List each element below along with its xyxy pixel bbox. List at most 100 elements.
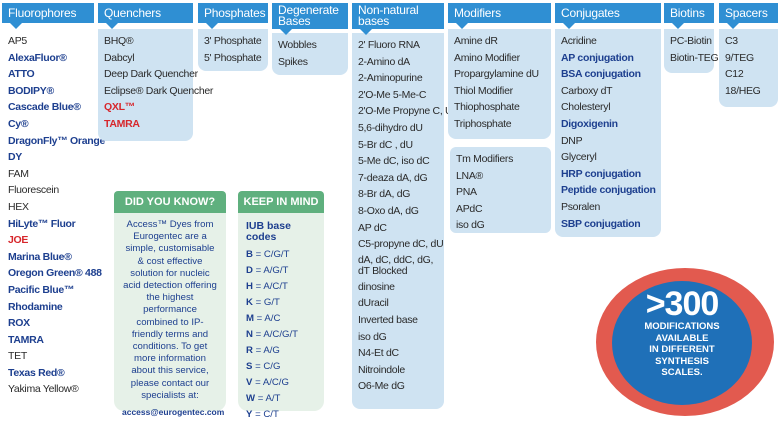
list-item: 18/HEG: [725, 84, 761, 97]
list-item: C5-propyne dC, dU: [358, 238, 444, 251]
list-item: Fluorescein: [8, 184, 59, 197]
list-item: Dabcyl: [104, 51, 135, 64]
list-item: 5,6-dihydro dU: [358, 121, 423, 134]
list-item: BHQ®: [104, 35, 134, 47]
list-phosphates: 3' Phosphate 5' Phosphate: [198, 29, 268, 71]
iub-code-letter: M: [246, 313, 254, 324]
header-conjugates: Conjugates: [555, 3, 661, 29]
list-item: Wobbles: [278, 39, 317, 51]
keep-in-mind-title: KEEP IN MIND: [238, 191, 324, 219]
badge-text: MODIFICATIONS AVAILABLE IN DIFFERENT SYNTHE…: [612, 321, 752, 379]
list-item: Deep Dark Quencher: [104, 68, 198, 81]
iub-code-letter: S: [246, 361, 253, 372]
badge-number: >300: [645, 285, 720, 323]
header-fluorophores: Fluorophores: [2, 3, 94, 29]
iub-code-value: = A/G/T: [255, 265, 289, 276]
list-spacers: C3 9/TEG C12 18/HEG: [719, 29, 778, 107]
contact-email-link[interactable]: access@eurogentec.com: [122, 407, 225, 418]
iub-codes-list: B = C/G/T D = A/G/T H = A/C/T K = G/T M = A/…: [238, 247, 324, 423]
list-item: Pacific Blue™: [8, 283, 75, 296]
badge-line: SYNTHESIS: [655, 355, 709, 367]
iub-code-letter: H: [246, 281, 253, 292]
iub-code-row: B = C/G/T: [238, 247, 324, 263]
list-item: Amino Modifier: [454, 51, 520, 64]
iub-code-row: V = A/C/G: [238, 375, 324, 391]
header-quenchers: Quenchers: [98, 3, 193, 29]
list-item: BSA conjugation: [561, 68, 641, 81]
list-item: TAMRA: [104, 117, 140, 130]
iub-code-row: H = A/C/T: [238, 279, 324, 295]
list-nonnatural: 2' Fluoro RNA 2-Amino dA 2-Aminopurine 2'O-…: [352, 33, 453, 409]
iub-code-row: K = G/T: [238, 295, 324, 311]
iub-code-letter: V: [246, 377, 253, 388]
list-item: iso dG: [456, 219, 485, 232]
list-item: HRP conjugation: [561, 167, 641, 180]
list-conjugates: Acridine AP conjugation BSA conjugation Car…: [555, 29, 661, 237]
column-fluorophores: Fluorophores AP5 AlexaFluor® ATTO BODIPY® Ca…: [2, 3, 105, 435]
list-item: Marina Blue®: [8, 250, 72, 263]
list-item: PC-Biotin: [670, 35, 712, 47]
list-item: dinosine: [358, 280, 395, 293]
iub-code-value: = A/C: [256, 313, 281, 324]
list-item: DNP: [561, 134, 583, 147]
list-item: ROX: [8, 317, 30, 330]
iub-code-row: S = C/G: [238, 359, 324, 375]
iub-code-letter: D: [246, 265, 253, 276]
column-conjugates: Conjugates Acridine AP conjugation BSA con…: [555, 3, 661, 237]
list-quenchers: BHQ® Dabcyl Deep Dark Quencher Eclipse® Dar…: [98, 29, 213, 141]
list-item: C3: [725, 35, 738, 47]
header-phosphates: Phosphates: [198, 3, 268, 29]
list-item: HEX: [8, 200, 29, 213]
list-item: Glyceryl: [561, 151, 597, 164]
iub-code-letter: K: [246, 297, 253, 308]
list-item: 8-Br dA, dG: [358, 188, 411, 201]
iub-code-row: D = A/G/T: [238, 263, 324, 279]
list-item: 2-Aminopurine: [358, 72, 423, 85]
list-item: HiLyte™ Fluor: [8, 217, 76, 230]
list-item: Triphosphate: [454, 117, 512, 130]
list-item: Biotin-TEG: [670, 51, 719, 64]
list-item: Rhodamine: [8, 300, 63, 313]
iub-code-row: W = A/T: [238, 391, 324, 407]
list-item: 7-deaza dA, dG: [358, 171, 428, 184]
iub-codes-title: IUB base codes: [246, 220, 291, 243]
list-item: O6-Me dG: [358, 380, 405, 393]
list-item: 2-Amino dA: [358, 55, 410, 68]
list-item: Peptide conjugation: [561, 184, 656, 197]
did-you-know-panel: Access™ Dyes from Eurogentec are a simpl…: [114, 213, 226, 417]
list-item: SBP conjugation: [561, 217, 641, 230]
column-phosphates: Phosphates 3' Phosphate 5' Phosphate: [198, 3, 268, 71]
list-item: AlexaFluor®: [8, 51, 67, 64]
iub-code-letter: R: [246, 345, 253, 356]
list-item: 9/TEG: [725, 51, 754, 64]
header-spacers: Spacers: [719, 3, 778, 29]
list-item: Texas Red®: [8, 366, 65, 379]
iub-code-letter: B: [246, 249, 253, 260]
list-item: Acridine: [561, 35, 597, 47]
list-item: AP conjugation: [561, 51, 634, 64]
iub-code-value: = C/G: [255, 361, 281, 372]
list-item: 2'O-Me Propyne C, U: [358, 105, 453, 118]
iub-code-value: = A/C/T: [255, 281, 288, 292]
list-item: TET: [8, 350, 27, 363]
column-nonnatural: Non-natural bases 2' Fluoro RNA 2-Amino d…: [352, 3, 453, 409]
list-item: 2' Fluoro RNA: [358, 39, 420, 51]
list-item: FAM: [8, 167, 29, 180]
list-item: Digoxigenin: [561, 117, 618, 130]
list-item: 3' Phosphate: [204, 35, 262, 47]
list-item: 5-Br dC , dU: [358, 138, 413, 151]
list-item: APdC: [456, 202, 483, 215]
column-quenchers: Quenchers BHQ® Dabcyl Deep Dark Quencher Ec…: [98, 3, 213, 141]
list-item: Spikes: [278, 55, 308, 68]
iub-code-letter: W: [246, 393, 256, 404]
iub-code-value: = G/T: [255, 297, 280, 308]
list-item: PNA: [456, 186, 477, 199]
badge-line: SCALES.: [661, 367, 703, 378]
column-modifiers: Modifiers Amine dR Amino Modifier Propargy…: [448, 3, 551, 139]
list-fluorophores: AP5 AlexaFluor® ATTO BODIPY® Cascade Blue® Cy…: [2, 29, 105, 435]
list-tm-modifiers: Tm Modifiers LNA® PNA APdC iso dG: [450, 147, 551, 233]
modifications-badge: >300 MODIFICATIONS AVAILABLE IN DIFFERENT S…: [612, 281, 752, 405]
list-item: Cascade Blue®: [8, 101, 81, 114]
list-item: QXL™: [104, 101, 135, 114]
iub-code-value: = A/T: [257, 393, 281, 404]
